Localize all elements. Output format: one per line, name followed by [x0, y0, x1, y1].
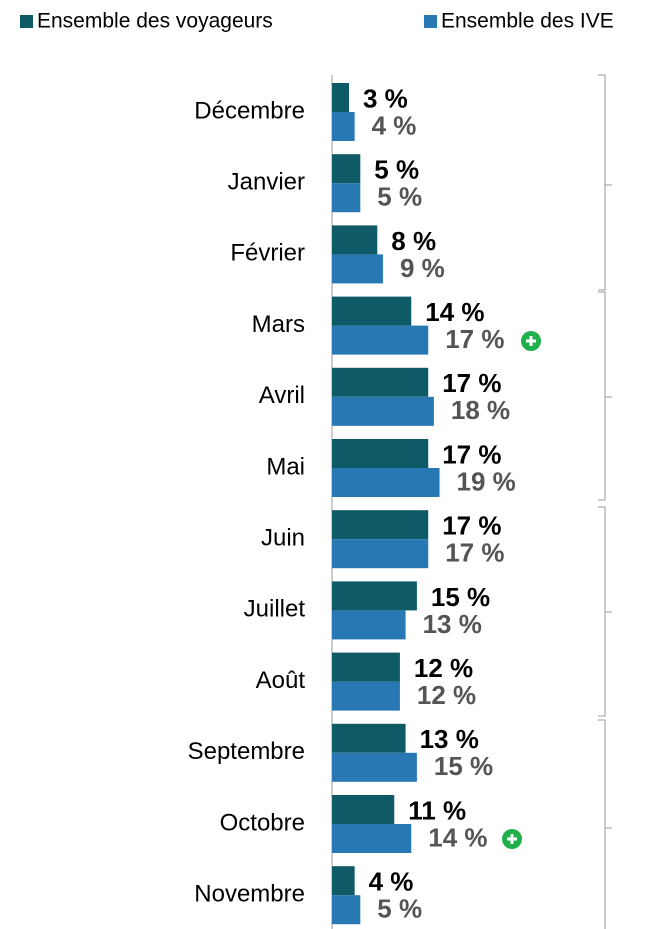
value-label: 15 %: [431, 582, 490, 612]
value-label: 8 %: [391, 226, 436, 256]
bar: [332, 652, 400, 682]
value-label: 5 %: [374, 155, 419, 185]
category-label: Novembre: [194, 881, 305, 908]
value-label: 3 %: [363, 83, 408, 113]
value-label: 17 %: [442, 439, 501, 469]
category-label: Décembre: [194, 97, 305, 124]
bar: [332, 752, 417, 782]
value-label: 13 %: [423, 609, 482, 639]
value-label: 4 %: [369, 867, 414, 897]
legend-label: Ensemble des IVE: [441, 10, 614, 33]
bar: [332, 581, 417, 611]
bar: [332, 296, 412, 326]
category-label: Mars: [252, 311, 305, 338]
bracket: [598, 506, 612, 717]
legend-label: Ensemble des voyageurs: [37, 10, 273, 33]
value-label: 5 %: [377, 182, 422, 212]
value-label: 9 %: [400, 253, 445, 283]
category-label: Avril: [259, 382, 305, 409]
bracket: [598, 719, 612, 929]
bar: [332, 723, 406, 753]
bar: [332, 112, 355, 141]
bar: [332, 866, 355, 896]
bar: [332, 396, 434, 426]
plus-icon: [502, 829, 522, 849]
value-label: 17 %: [445, 538, 504, 568]
category-label: Septembre: [188, 738, 305, 765]
bar: [332, 254, 383, 284]
category-label: Février: [230, 240, 305, 267]
value-label: 18 %: [451, 395, 510, 425]
value-label: 12 %: [417, 680, 476, 710]
bracket: [598, 291, 612, 501]
category-label: Mai: [266, 453, 305, 480]
category-label: Octobre: [220, 809, 305, 836]
legend-swatch: [20, 15, 33, 28]
bar: [332, 510, 429, 540]
bar: [332, 154, 361, 184]
category-label: Août: [256, 667, 306, 694]
bar: [332, 439, 429, 468]
plus-icon: [521, 331, 541, 351]
value-label: 17 %: [442, 511, 501, 541]
category-label: Juin: [261, 525, 305, 552]
bar: [332, 539, 429, 569]
bar: [332, 225, 378, 255]
bar: [332, 325, 429, 355]
bar: [332, 681, 400, 711]
value-label: 14 %: [428, 822, 487, 852]
category-label: Janvier: [228, 169, 305, 196]
value-label: 19 %: [457, 466, 516, 496]
bar: [332, 367, 429, 397]
bar: [332, 795, 395, 824]
bar: [332, 468, 440, 497]
category-label: Juillet: [244, 596, 306, 623]
bracket: [598, 74, 612, 291]
bar: [332, 895, 361, 925]
value-label: 14 %: [425, 297, 484, 327]
value-label: 13 %: [420, 724, 479, 754]
value-label: 12 %: [414, 653, 473, 683]
value-label: 17 %: [442, 368, 501, 398]
legend-swatch: [424, 15, 437, 28]
bar: [332, 824, 412, 853]
value-label: 5 %: [377, 894, 422, 924]
value-label: 11 %: [408, 795, 466, 825]
bar: [332, 83, 349, 112]
value-label: 17 %: [445, 324, 504, 354]
value-label: 15 %: [434, 751, 493, 781]
bar: [332, 183, 361, 213]
bar: [332, 610, 406, 640]
value-label: 4 %: [372, 110, 417, 140]
